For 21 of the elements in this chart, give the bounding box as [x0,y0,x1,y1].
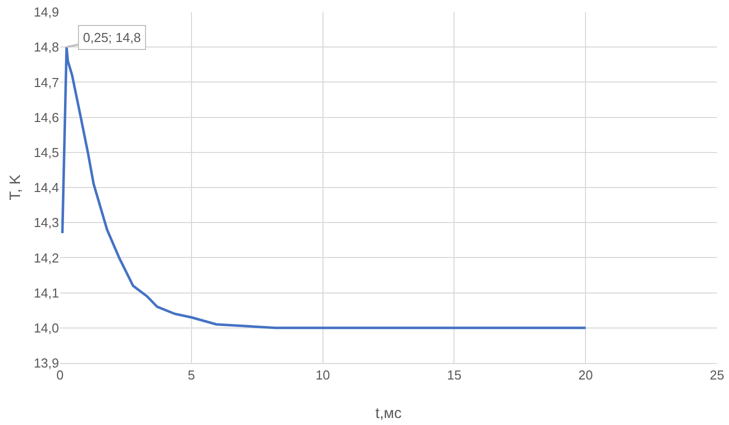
line-series [61,46,587,330]
y-tick-label: 14,8 [34,40,59,55]
x-tick-label: 10 [316,368,330,383]
x-tick-label: 5 [188,368,196,383]
x-tick-label: 15 [446,368,462,383]
y-tick-label: 14,1 [34,285,59,300]
y-tick-label: 14,3 [34,215,59,230]
y-tick-label: 14,9 [34,4,59,20]
x-axis-title: t,мс [375,405,402,422]
y-axis-title: T, K [7,174,24,200]
y-tick-label: 14,2 [34,250,59,266]
y-tick-label: 14,6 [34,110,59,125]
annotation: 0,25; 14,8 [83,30,141,45]
x-tick-label: 0 [56,368,64,383]
y-tick-label: 14,7 [34,74,59,90]
y-tick-label: 14,4 [34,180,59,196]
y-tick-label: 13,9 [34,356,59,371]
x-tick-label: 25 [710,368,724,383]
x-tick-label: 20 [578,368,593,383]
y-tick-label: 14,0 [34,320,59,336]
y-tick-label: 14,5 [34,144,59,160]
